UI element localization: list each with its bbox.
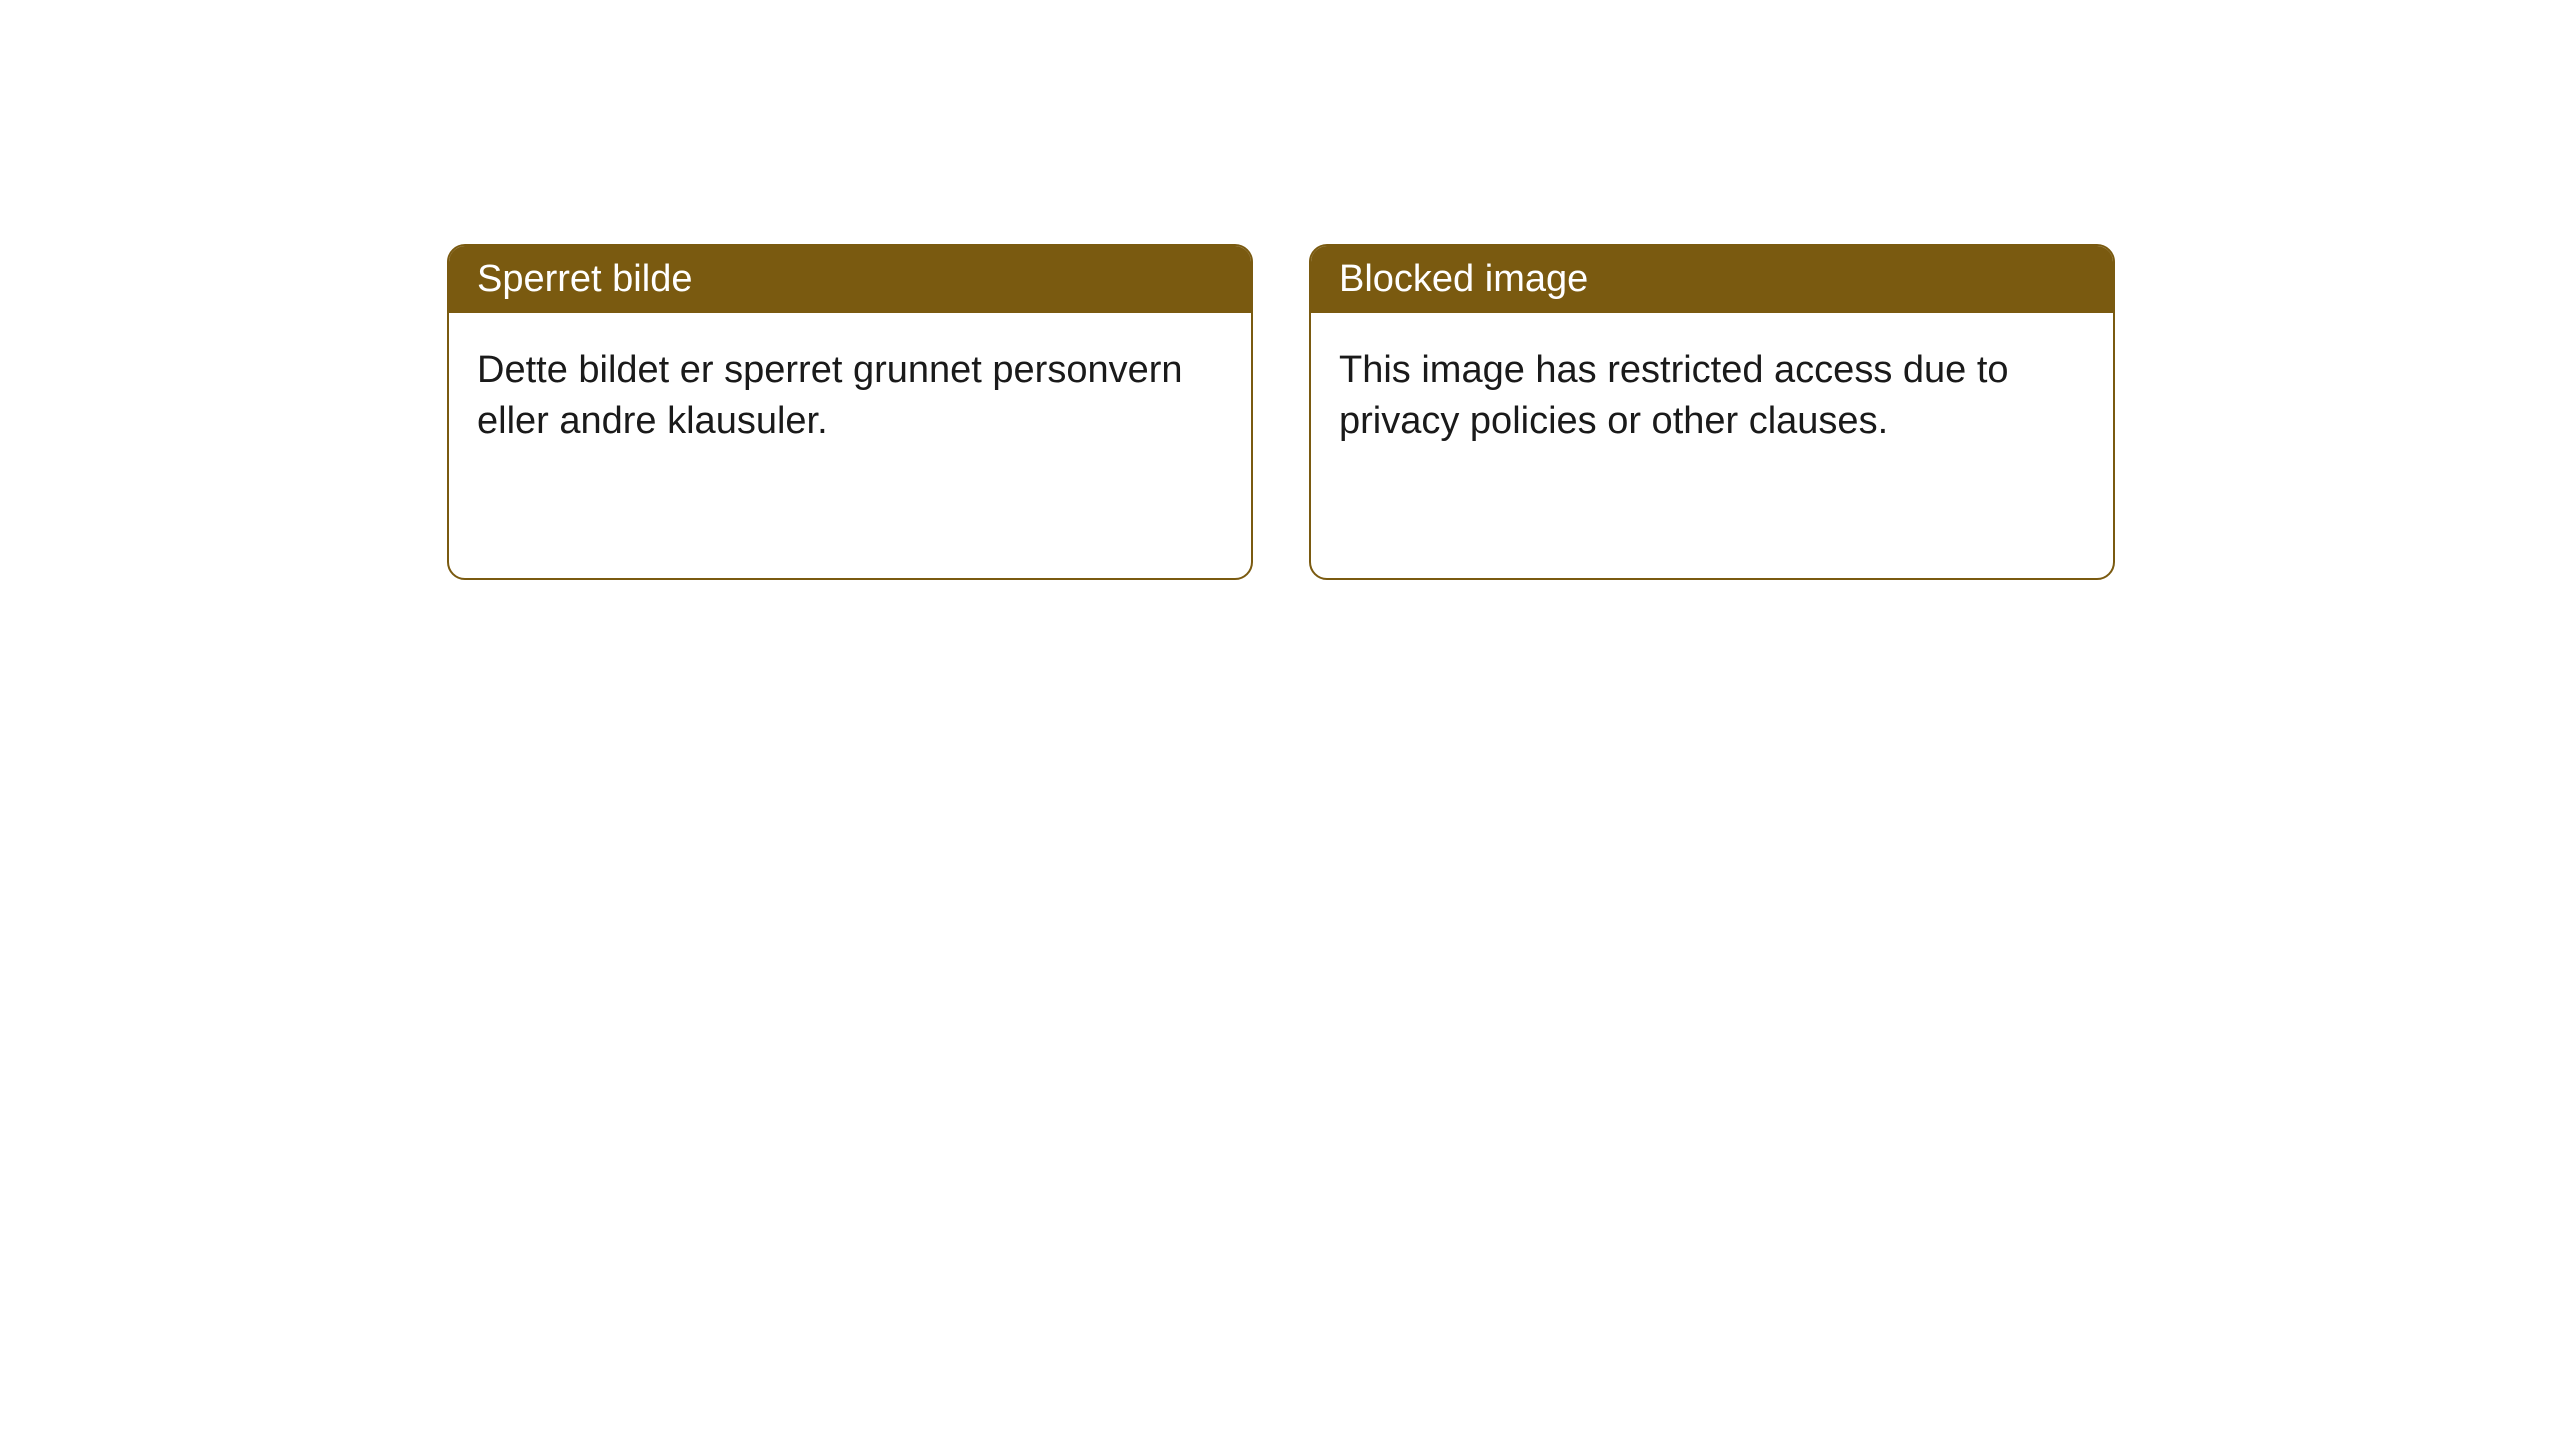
blocked-image-notices: Sperret bilde Dette bildet er sperret gr…: [447, 244, 2115, 580]
card-header-norwegian: Sperret bilde: [449, 246, 1251, 313]
notice-card-english: Blocked image This image has restricted …: [1309, 244, 2115, 580]
card-body-english: This image has restricted access due to …: [1311, 313, 2113, 480]
card-header-english: Blocked image: [1311, 246, 2113, 313]
card-body-norwegian: Dette bildet er sperret grunnet personve…: [449, 313, 1251, 480]
notice-card-norwegian: Sperret bilde Dette bildet er sperret gr…: [447, 244, 1253, 580]
